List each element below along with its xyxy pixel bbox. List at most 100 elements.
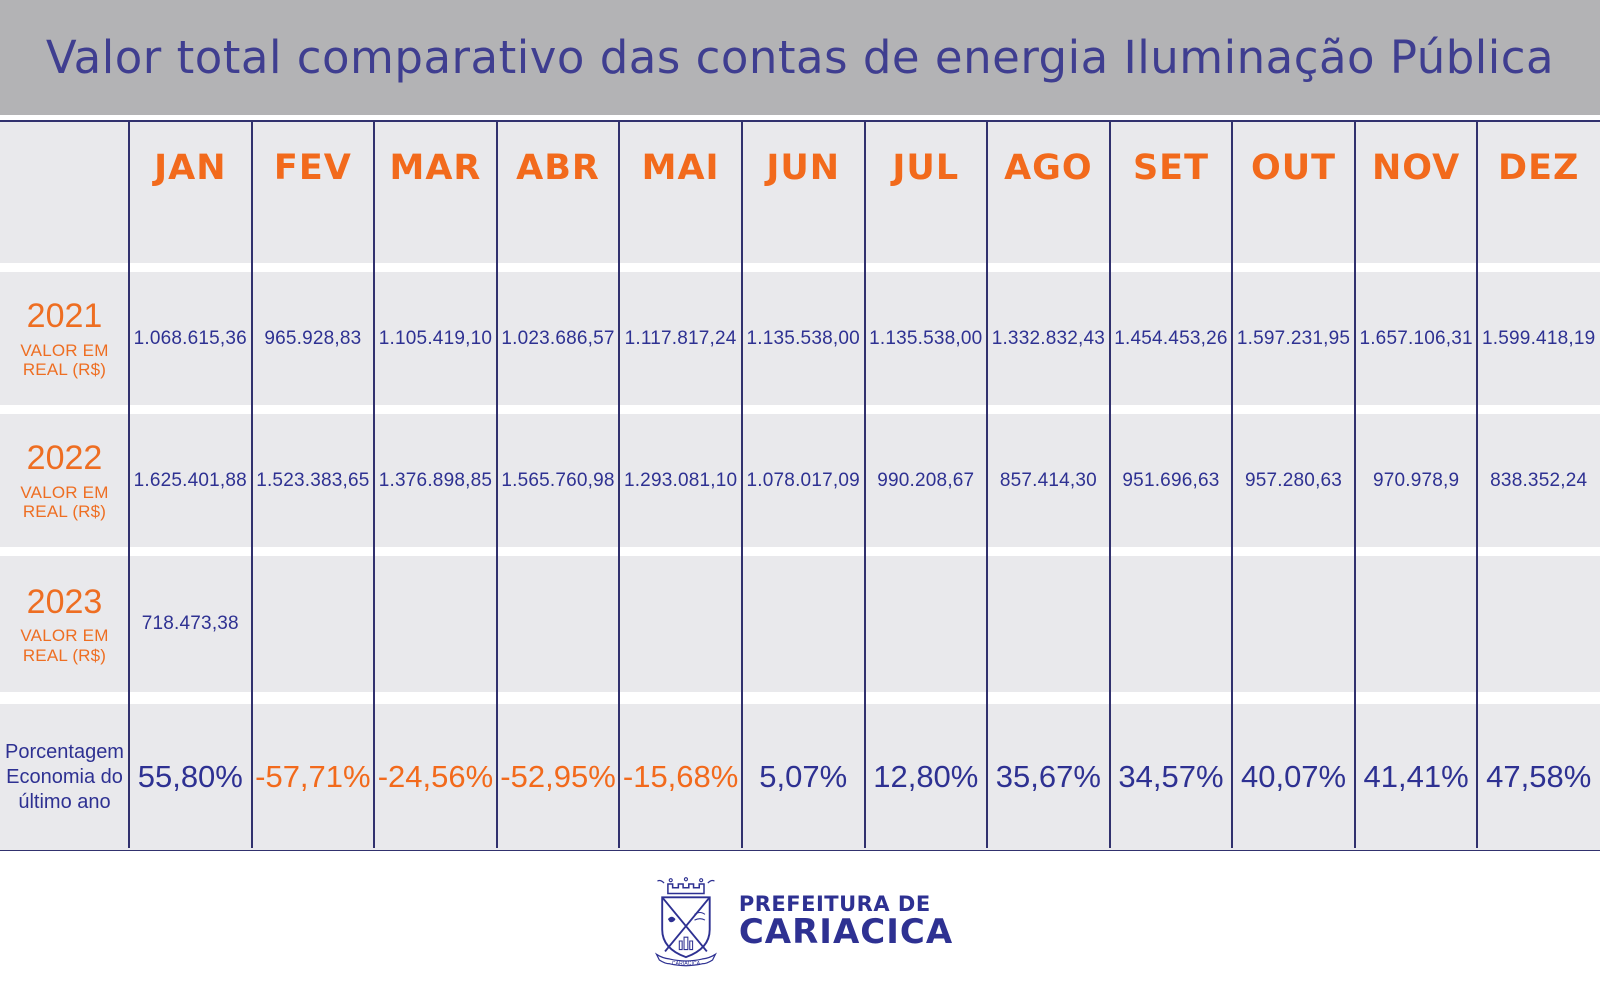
corner-cell (0, 122, 129, 263)
percent-cell: 47,58% (1477, 704, 1600, 850)
row-label-2021: 2021 VALOR EM REAL (R$) (0, 272, 129, 405)
month-header-fev: FEV (251, 122, 375, 263)
value-cell: 990.208,67 (864, 414, 988, 547)
value-cell (741, 556, 865, 692)
percent-cell: -15,68% (619, 704, 742, 850)
value-cell: 951.696,63 (1109, 414, 1233, 547)
table-row-2023: 2023 VALOR EM REAL (R$) 718.473,38 (0, 556, 1600, 692)
value-cell: 857.414,30 (987, 414, 1110, 547)
column-divider (740, 122, 743, 848)
value-cell: 838.352,24 (1477, 414, 1600, 547)
table-header-row: JAN FEV MAR ABR MAI JUN JUL AGO SET OUT … (0, 122, 1600, 263)
row-sublabel: VALOR EM (20, 340, 109, 360)
month-header-mai: MAI (619, 122, 742, 263)
month-header-nov: NOV (1354, 122, 1478, 263)
row-sublabel: VALOR EM (20, 626, 109, 645)
percent-cell: -24,56% (374, 704, 497, 850)
percent-cell: 35,67% (987, 704, 1110, 850)
value-cell: 1.599.418,19 (1477, 272, 1600, 405)
crest-banner-text: CARIACICA (672, 961, 701, 967)
value-cell: 1.625.401,88 (129, 414, 252, 547)
column-divider (373, 122, 376, 848)
column-divider (128, 122, 130, 848)
page-title: Valor total comparativo das contas de en… (45, 31, 1555, 84)
percent-cell: 5,07% (741, 704, 865, 850)
value-cell: 1.105.419,10 (374, 272, 497, 405)
table-row-percent-savings: Porcentagem Economia do último ano 55,80… (0, 704, 1600, 850)
month-header-jul: JUL (864, 122, 988, 263)
value-cell (374, 556, 497, 692)
value-cell (1232, 556, 1355, 692)
row-sublabel: REAL (R$) (22, 502, 107, 522)
value-cell: 970.978,9 (1354, 414, 1478, 547)
row-sublabel: REAL (R$) (22, 360, 107, 380)
value-cell (496, 556, 620, 692)
value-cell: 1.023.686,57 (496, 272, 620, 405)
column-divider (250, 122, 253, 848)
row-label-2023: 2023 VALOR EM REAL (R$) (0, 556, 129, 692)
title-band: Valor total comparativo das contas de en… (0, 0, 1600, 115)
column-divider (986, 122, 989, 848)
year-label: 2023 (26, 582, 103, 621)
value-cell: 1.135.538,00 (741, 272, 865, 405)
table-row-2021: 2021 VALOR EM REAL (R$) 1.068.615,36 965… (0, 272, 1600, 405)
footer: CARIACICA PREFEITURA DE CARIACICA (0, 853, 1600, 991)
value-cell: 1.565.760,98 (496, 414, 620, 547)
percent-cell: -52,95% (496, 704, 620, 850)
month-header-abr: ABR (496, 122, 620, 263)
org-name: PREFEITURA DE CARIACICA (739, 893, 953, 951)
column-divider (863, 122, 866, 848)
row-label-2022: 2022 VALOR EM REAL (R$) (0, 414, 129, 547)
value-cell (864, 556, 988, 692)
value-cell: 1.657.106,31 (1354, 272, 1478, 405)
value-cell (619, 556, 742, 692)
value-cell (1354, 556, 1478, 692)
comparison-table: JAN FEV MAR ABR MAI JUN JUL AGO SET OUT … (0, 120, 1600, 851)
cariacica-coat-of-arms-icon: CARIACICA (654, 877, 717, 967)
month-header-out: OUT (1232, 122, 1355, 263)
table-row-2022: 2022 VALOR EM REAL (R$) 1.625.401,88 1.5… (0, 414, 1600, 547)
column-divider (618, 122, 621, 848)
value-cell: 1.078.017,09 (741, 414, 865, 547)
column-divider (495, 122, 498, 848)
value-cell (1109, 556, 1233, 692)
value-cell (987, 556, 1110, 692)
month-header-dez: DEZ (1477, 122, 1600, 263)
value-cell: 718.473,38 (129, 556, 252, 692)
year-label: 2022 (26, 439, 103, 478)
org-name-line1: PREFEITURA DE (738, 892, 931, 917)
percent-label-line: último ano (18, 790, 111, 813)
column-divider (1231, 122, 1234, 848)
percent-cell: 12,80% (864, 704, 988, 850)
row-sublabel: REAL (R$) (22, 645, 107, 665)
value-cell: 1.117.817,24 (619, 272, 742, 405)
value-cell (251, 556, 375, 692)
percent-cell: 34,57% (1109, 704, 1233, 850)
month-header-jun: JUN (741, 122, 865, 263)
value-cell: 1.597.231,95 (1232, 272, 1355, 405)
month-header-mar: MAR (374, 122, 497, 263)
value-cell: 1.376.898,85 (374, 414, 497, 547)
org-name-line2: CARIACICA (738, 912, 954, 953)
value-cell: 957.280,63 (1232, 414, 1355, 547)
value-cell: 965.928,83 (251, 272, 375, 405)
percent-cell: 40,07% (1232, 704, 1355, 850)
column-divider (1476, 122, 1479, 848)
row-sublabel: VALOR EM (20, 482, 109, 502)
percent-label-line: Economia do (6, 765, 123, 788)
value-cell (1477, 556, 1600, 692)
year-label: 2021 (26, 297, 103, 336)
month-header-set: SET (1109, 122, 1233, 263)
column-divider (1353, 122, 1356, 848)
value-cell: 1.454.453,26 (1109, 272, 1233, 405)
row-label-percent-savings: Porcentagem Economia do último ano (0, 704, 129, 850)
value-cell: 1.332.832,43 (987, 272, 1110, 405)
percent-cell: -57,71% (251, 704, 375, 850)
value-cell: 1.135.538,00 (864, 272, 988, 405)
percent-cell: 41,41% (1354, 704, 1478, 850)
column-divider (1108, 122, 1111, 848)
percent-label-line: Porcentagem (5, 740, 124, 763)
value-cell: 1.293.081,10 (619, 414, 742, 547)
month-header-jan: JAN (129, 122, 252, 263)
